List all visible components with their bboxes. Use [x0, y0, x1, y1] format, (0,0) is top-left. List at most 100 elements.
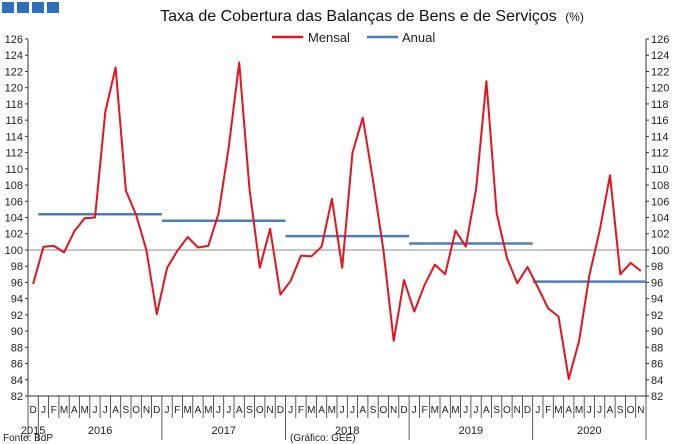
- x-year-label: 2018: [335, 425, 359, 437]
- header-square-1: [2, 2, 14, 13]
- header-square-2: [17, 2, 29, 13]
- y-tick-label-left: 126: [5, 34, 23, 46]
- x-month-label: N: [637, 405, 644, 416]
- y-tick-label-right: 94: [651, 294, 663, 306]
- x-month-label: F: [298, 405, 304, 416]
- x-month-label: J: [340, 405, 345, 416]
- y-tick-label-right: 112: [651, 148, 669, 160]
- x-month-label: J: [463, 405, 468, 416]
- x-month-label: M: [307, 405, 315, 416]
- y-tick-label-left: 98: [11, 261, 23, 273]
- x-month-label: A: [483, 405, 490, 416]
- y-tick-label-right: 104: [651, 213, 669, 225]
- y-tick-label-right: 96: [651, 277, 663, 289]
- x-year-label: 2015: [21, 425, 45, 437]
- x-month-label: J: [597, 405, 602, 416]
- x-month-label: N: [514, 405, 521, 416]
- x-month-label: O: [132, 405, 140, 416]
- y-tick-label-right: 126: [651, 34, 669, 46]
- y-tick-label-left: 112: [5, 148, 23, 160]
- y-tick-label-left: 108: [5, 180, 23, 192]
- y-tick-label-right: 88: [651, 342, 663, 354]
- x-month-label: J: [474, 405, 479, 416]
- x-month-label: A: [442, 405, 449, 416]
- x-month-label: S: [493, 405, 500, 416]
- x-month-label: D: [400, 405, 407, 416]
- x-month-label: D: [524, 405, 531, 416]
- x-month-label: J: [288, 405, 293, 416]
- y-tick-label-right: 122: [651, 66, 669, 78]
- x-month-label: M: [60, 405, 68, 416]
- y-tick-label-left: 116: [5, 115, 23, 127]
- x-year-label: 2016: [88, 425, 112, 437]
- y-tick-label-left: 92: [11, 310, 23, 322]
- chart-title-unit: (%): [565, 10, 584, 24]
- y-tick-label-right: 86: [651, 359, 663, 371]
- x-month-label: O: [503, 405, 511, 416]
- y-tick-label-left: 124: [5, 50, 23, 62]
- x-month-label: J: [216, 405, 221, 416]
- x-month-label: S: [123, 405, 130, 416]
- x-month-label: A: [359, 405, 366, 416]
- x-month-label: N: [143, 405, 150, 416]
- y-tick-label-right: 92: [651, 310, 663, 322]
- header-square-4: [47, 2, 59, 13]
- y-tick-label-left: 118: [5, 99, 23, 111]
- x-month-label: O: [256, 405, 264, 416]
- x-month-label: S: [370, 405, 377, 416]
- y-tick-label-left: 100: [5, 245, 23, 257]
- y-tick-label-right: 116: [651, 115, 669, 127]
- y-tick-label-left: 88: [11, 342, 23, 354]
- x-month-label: S: [617, 405, 624, 416]
- x-month-label: J: [350, 405, 355, 416]
- x-month-label: J: [165, 405, 170, 416]
- header-square-3: [32, 2, 44, 13]
- x-month-label: M: [431, 405, 439, 416]
- y-tick-label-left: 86: [11, 359, 23, 371]
- x-month-label: J: [587, 405, 592, 416]
- x-month-label: D: [153, 405, 160, 416]
- y-tick-label-right: 100: [651, 245, 669, 257]
- x-year-label: 2019: [459, 425, 483, 437]
- x-month-label: A: [112, 405, 119, 416]
- y-tick-label-left: 82: [11, 391, 23, 403]
- y-tick-label-left: 122: [5, 66, 23, 78]
- legend-label-mensal: Mensal: [308, 30, 350, 45]
- x-month-label: J: [41, 405, 46, 416]
- y-tick-label-left: 110: [5, 164, 23, 176]
- x-month-label: F: [421, 405, 427, 416]
- y-tick-label-right: 114: [651, 131, 669, 143]
- y-tick-label-right: 102: [651, 229, 669, 241]
- x-month-label: M: [183, 405, 191, 416]
- x-month-label: M: [328, 405, 336, 416]
- x-month-label: A: [607, 405, 614, 416]
- y-tick-label-right: 82: [651, 391, 663, 403]
- x-month-label: J: [103, 405, 108, 416]
- x-month-label: M: [451, 405, 459, 416]
- source-note: Fonte: BdP: [3, 433, 53, 444]
- legend: Mensal Anual: [272, 30, 435, 45]
- x-month-label: A: [318, 405, 325, 416]
- y-tick-label-right: 120: [651, 83, 669, 95]
- y-tick-label-right: 110: [651, 164, 669, 176]
- x-month-label: M: [204, 405, 212, 416]
- y-tick-label-right: 106: [651, 196, 669, 208]
- y-tick-label-left: 102: [5, 229, 23, 241]
- x-month-label: O: [379, 405, 387, 416]
- y-tick-label-right: 98: [651, 261, 663, 273]
- x-month-label: F: [174, 405, 180, 416]
- y-tick-label-left: 84: [11, 375, 23, 387]
- y-tick-label-left: 96: [11, 277, 23, 289]
- x-month-label: J: [412, 405, 417, 416]
- legend-label-anual: Anual: [402, 30, 435, 45]
- x-month-label: F: [545, 405, 551, 416]
- chart-title-group: Taxa de Cobertura das Balanças de Bens e…: [160, 8, 584, 25]
- x-month-label: M: [554, 405, 562, 416]
- chart-credit: (Gráfico: GEE): [290, 433, 356, 444]
- x-month-label: S: [246, 405, 253, 416]
- y-tick-label-left: 120: [5, 83, 23, 95]
- y-tick-label-left: 104: [5, 213, 23, 225]
- x-month-label: O: [627, 405, 635, 416]
- y-tick-label-left: 114: [5, 131, 23, 143]
